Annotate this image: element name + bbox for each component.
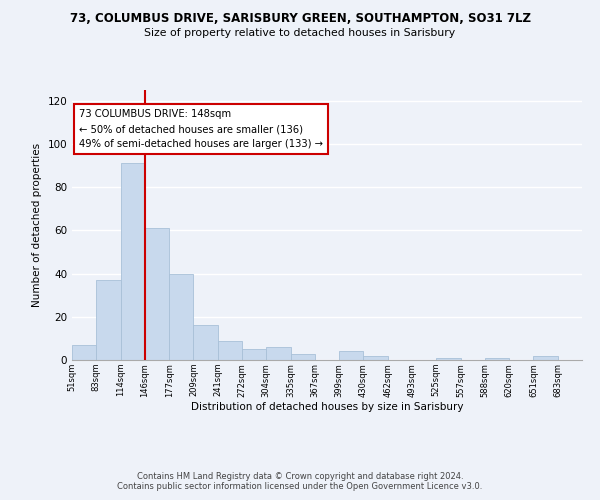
Bar bbox=[533, 356, 558, 360]
Bar bbox=[96, 280, 121, 360]
Text: 73, COLUMBUS DRIVE, SARISBURY GREEN, SOUTHAMPTON, SO31 7LZ: 73, COLUMBUS DRIVE, SARISBURY GREEN, SOU… bbox=[70, 12, 530, 26]
Bar bbox=[266, 347, 290, 360]
Bar bbox=[218, 340, 242, 360]
Bar bbox=[290, 354, 315, 360]
Bar bbox=[485, 358, 509, 360]
Text: Contains HM Land Registry data © Crown copyright and database right 2024.: Contains HM Land Registry data © Crown c… bbox=[137, 472, 463, 481]
Bar bbox=[364, 356, 388, 360]
X-axis label: Distribution of detached houses by size in Sarisbury: Distribution of detached houses by size … bbox=[191, 402, 463, 412]
Bar bbox=[193, 326, 218, 360]
Bar bbox=[436, 358, 461, 360]
Text: Contains public sector information licensed under the Open Government Licence v3: Contains public sector information licen… bbox=[118, 482, 482, 491]
Bar bbox=[145, 228, 169, 360]
Bar bbox=[72, 345, 96, 360]
Text: 73 COLUMBUS DRIVE: 148sqm
← 50% of detached houses are smaller (136)
49% of semi: 73 COLUMBUS DRIVE: 148sqm ← 50% of detac… bbox=[79, 110, 323, 149]
Bar bbox=[242, 349, 266, 360]
Text: Size of property relative to detached houses in Sarisbury: Size of property relative to detached ho… bbox=[145, 28, 455, 38]
Bar bbox=[121, 164, 145, 360]
Y-axis label: Number of detached properties: Number of detached properties bbox=[32, 143, 42, 307]
Bar bbox=[339, 352, 364, 360]
Bar bbox=[169, 274, 193, 360]
